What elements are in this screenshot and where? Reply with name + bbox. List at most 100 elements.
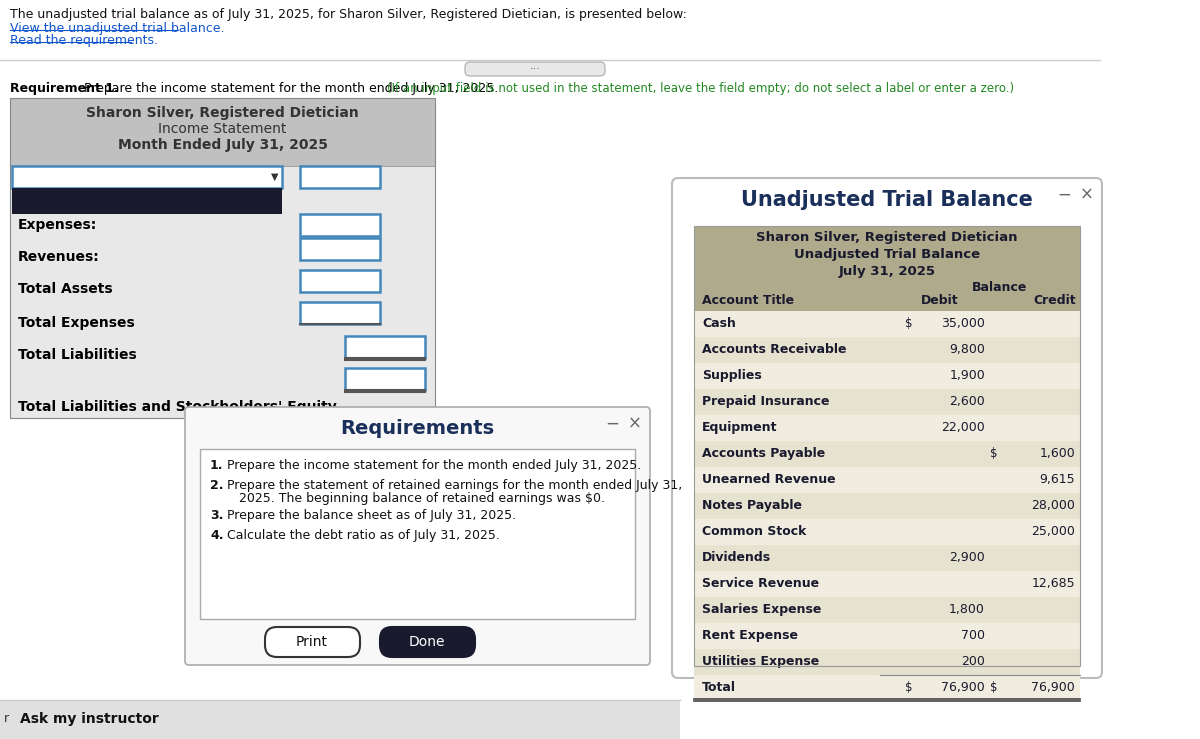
Text: 1,900: 1,900 xyxy=(949,369,985,382)
Text: Equipment: Equipment xyxy=(702,421,778,434)
Text: Rent Expense: Rent Expense xyxy=(702,629,798,642)
FancyBboxPatch shape xyxy=(380,627,475,657)
Bar xyxy=(694,226,1080,311)
Text: Debit: Debit xyxy=(922,294,959,307)
Text: Print: Print xyxy=(296,635,328,649)
Text: Accounts Payable: Accounts Payable xyxy=(702,447,826,460)
Text: Unadjusted Trial Balance: Unadjusted Trial Balance xyxy=(794,248,980,261)
Text: ×: × xyxy=(1080,186,1094,204)
Text: 76,900: 76,900 xyxy=(1031,681,1075,694)
Text: 2,900: 2,900 xyxy=(949,551,985,564)
Bar xyxy=(694,597,1080,623)
Text: Revenues:: Revenues: xyxy=(18,250,100,264)
Text: (If an input field is not used in the statement, leave the field empty; do not s: (If an input field is not used in the st… xyxy=(386,82,1014,95)
Bar xyxy=(12,166,282,188)
Text: Salaries Expense: Salaries Expense xyxy=(702,603,821,616)
Bar xyxy=(200,449,635,619)
Bar xyxy=(694,545,1080,571)
Text: Prepare the statement of retained earnings for the month ended July 31,: Prepare the statement of retained earnin… xyxy=(227,479,683,492)
Text: View the unadjusted trial balance.: View the unadjusted trial balance. xyxy=(10,22,224,35)
Text: 25,000: 25,000 xyxy=(1031,525,1075,538)
Text: −: − xyxy=(1057,186,1070,204)
Text: Calculate the debt ratio as of July 31, 2025.: Calculate the debt ratio as of July 31, … xyxy=(227,529,500,542)
Text: Read the requirements.: Read the requirements. xyxy=(10,34,158,47)
Bar xyxy=(694,389,1080,415)
Text: Balance: Balance xyxy=(972,281,1027,294)
Text: Requirements: Requirements xyxy=(341,419,494,438)
Text: Unearned Revenue: Unearned Revenue xyxy=(702,473,835,486)
Text: 76,900: 76,900 xyxy=(941,681,985,694)
Text: 1.: 1. xyxy=(210,459,223,472)
Bar xyxy=(346,336,425,358)
Text: 12,685: 12,685 xyxy=(1031,577,1075,590)
Text: Ask my instructor: Ask my instructor xyxy=(20,712,158,726)
Text: Prepaid Insurance: Prepaid Insurance xyxy=(702,395,829,408)
Text: Credit: Credit xyxy=(1033,294,1076,307)
Text: Total Liabilities and Stockholders' Equity: Total Liabilities and Stockholders' Equi… xyxy=(18,400,337,414)
Bar xyxy=(694,649,1080,675)
Text: Dividends: Dividends xyxy=(702,551,772,564)
Text: $: $ xyxy=(990,681,997,694)
Text: 28,000: 28,000 xyxy=(1031,499,1075,512)
Text: Prepare the income statement for the month ended July 31, 2025.: Prepare the income statement for the mon… xyxy=(80,82,498,95)
Text: 9,800: 9,800 xyxy=(949,343,985,356)
Text: Supplies: Supplies xyxy=(702,369,762,382)
Text: 2025. The beginning balance of retained earnings was $0.: 2025. The beginning balance of retained … xyxy=(227,492,605,505)
Text: Accounts Receivable: Accounts Receivable xyxy=(702,343,846,356)
Text: 3.: 3. xyxy=(210,509,223,522)
Text: $: $ xyxy=(905,317,912,330)
Text: Total Expenses: Total Expenses xyxy=(18,316,134,330)
Text: r: r xyxy=(4,712,10,725)
Text: Account Title: Account Title xyxy=(702,294,794,307)
Bar xyxy=(10,98,436,166)
Text: ×: × xyxy=(628,415,642,433)
Text: Prepare the income statement for the month ended July 31, 2025.: Prepare the income statement for the mon… xyxy=(227,459,641,472)
FancyBboxPatch shape xyxy=(265,627,360,657)
Bar xyxy=(12,188,282,214)
Text: $: $ xyxy=(990,447,997,460)
Text: Unadjusted Trial Balance: Unadjusted Trial Balance xyxy=(742,190,1033,210)
Text: 1,600: 1,600 xyxy=(1039,447,1075,460)
Bar xyxy=(694,675,1080,701)
Text: Prepare the balance sheet as of July 31, 2025.: Prepare the balance sheet as of July 31,… xyxy=(227,509,516,522)
Text: −: − xyxy=(605,415,619,433)
Text: 35,000: 35,000 xyxy=(941,317,985,330)
Bar xyxy=(300,166,380,188)
Text: Done: Done xyxy=(409,635,445,649)
Bar xyxy=(300,238,380,260)
FancyBboxPatch shape xyxy=(466,62,605,76)
Text: Income Statement: Income Statement xyxy=(158,122,287,136)
Bar xyxy=(300,214,380,236)
Bar xyxy=(694,623,1080,649)
Text: Sharon Silver, Registered Dietician: Sharon Silver, Registered Dietician xyxy=(756,231,1018,244)
Text: Total Liabilities: Total Liabilities xyxy=(18,348,137,362)
Bar xyxy=(694,363,1080,389)
Text: Cash: Cash xyxy=(702,317,736,330)
Text: 1,800: 1,800 xyxy=(949,603,985,616)
Bar xyxy=(694,493,1080,519)
Text: 700: 700 xyxy=(961,629,985,642)
Text: Expenses:: Expenses: xyxy=(18,218,97,232)
Bar xyxy=(10,166,436,418)
Bar xyxy=(694,467,1080,493)
Bar xyxy=(694,571,1080,597)
Text: Total: Total xyxy=(702,681,736,694)
Text: 2,600: 2,600 xyxy=(949,395,985,408)
Text: July 31, 2025: July 31, 2025 xyxy=(839,265,936,278)
Bar xyxy=(694,337,1080,363)
Text: ▼: ▼ xyxy=(270,172,278,182)
Bar xyxy=(10,98,436,418)
Text: Sharon Silver, Registered Dietician: Sharon Silver, Registered Dietician xyxy=(86,106,359,120)
Text: Notes Payable: Notes Payable xyxy=(702,499,802,512)
Text: Month Ended July 31, 2025: Month Ended July 31, 2025 xyxy=(118,138,328,152)
Bar xyxy=(0,700,680,739)
Text: 4.: 4. xyxy=(210,529,223,542)
Text: 22,000: 22,000 xyxy=(941,421,985,434)
Text: 2.: 2. xyxy=(210,479,223,492)
Bar xyxy=(300,270,380,292)
Text: ···: ··· xyxy=(529,64,540,74)
Bar xyxy=(300,302,380,324)
Text: Utilities Expense: Utilities Expense xyxy=(702,655,820,668)
Text: $: $ xyxy=(905,681,912,694)
Bar xyxy=(694,415,1080,441)
